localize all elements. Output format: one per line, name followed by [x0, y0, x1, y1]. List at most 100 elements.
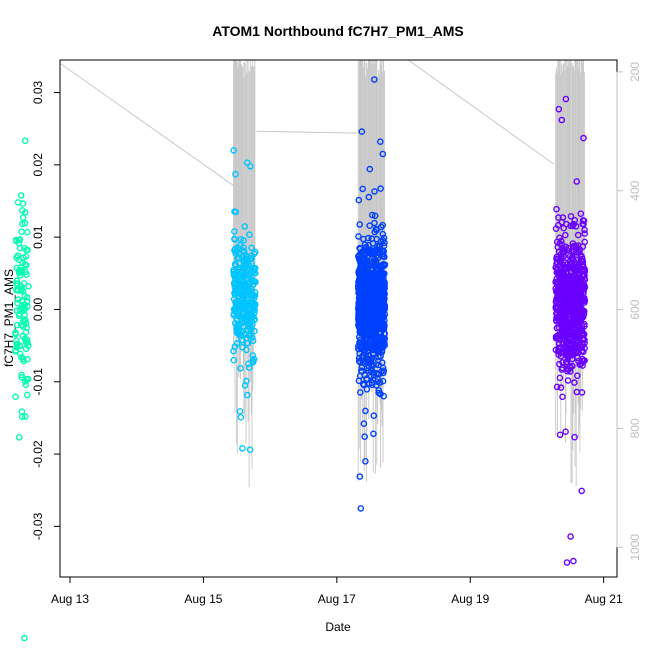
y-axis: -0.03 -0.02 -0.01 0.00 0.01 0.02 0.03 [31, 80, 61, 540]
data-point [562, 95, 570, 103]
data-point [18, 408, 26, 415]
data-point [366, 222, 374, 229]
data-point [563, 358, 571, 366]
data-point [238, 275, 245, 283]
data-point [370, 412, 378, 420]
data-point [369, 300, 377, 308]
data-point [237, 235, 245, 243]
data-point [12, 337, 20, 344]
data-point [19, 287, 27, 295]
data-point [379, 377, 387, 385]
data-point [370, 76, 378, 83]
data-point [363, 274, 371, 281]
data-point [574, 231, 582, 239]
data-point [12, 286, 20, 294]
data-point [572, 273, 579, 280]
y-tick-label: -0.01 [31, 368, 45, 396]
x-tick-label: Aug 15 [184, 592, 222, 606]
data-point [12, 237, 20, 245]
data-point [563, 559, 571, 566]
data-point [23, 228, 31, 236]
y-tick-label: 0.03 [31, 80, 45, 104]
data-point [580, 134, 587, 142]
data-point [377, 329, 385, 337]
data-point [581, 226, 588, 234]
data-point [243, 257, 250, 265]
data-point [580, 307, 588, 315]
plot-frame [59, 59, 618, 578]
data-point [369, 361, 377, 369]
data-point [250, 316, 258, 324]
data-point [16, 350, 24, 358]
data-point [367, 291, 375, 299]
data-point [232, 285, 240, 293]
data-point [381, 317, 388, 324]
altitude-transit-line [407, 60, 554, 165]
data-point [570, 242, 578, 250]
data-point [12, 330, 19, 338]
data-point [243, 159, 251, 166]
data-point [377, 185, 384, 192]
data-point [574, 354, 581, 362]
data-point [362, 243, 370, 251]
data-point [251, 248, 259, 256]
data-point [16, 236, 24, 243]
data-point [355, 233, 362, 240]
data-point [230, 356, 238, 364]
data-point [569, 326, 577, 334]
data-point [380, 260, 387, 268]
flight-series [354, 76, 389, 512]
data-point [355, 357, 363, 365]
data-point [565, 244, 572, 252]
data-point [19, 259, 26, 267]
data-point [581, 268, 589, 276]
data-point [368, 379, 376, 387]
data-point [356, 473, 364, 480]
data-point [379, 150, 387, 158]
data-point [552, 333, 560, 341]
secondary-y-tick-label: 200 [628, 62, 642, 82]
data-point [239, 444, 246, 452]
data-point [357, 505, 365, 512]
secondary-y-tick-label: 400 [628, 180, 642, 200]
data-point [577, 276, 584, 284]
data-point [362, 457, 369, 465]
data-point [245, 272, 253, 279]
data-point [573, 315, 581, 323]
data-point [563, 273, 571, 280]
data-point [361, 324, 368, 332]
data-point [359, 256, 367, 263]
altitude-track [60, 60, 585, 488]
data-point [581, 230, 589, 237]
data-point [18, 228, 25, 235]
data-point [370, 326, 378, 333]
data-point [244, 339, 252, 347]
data-point [568, 302, 576, 310]
data-point [359, 185, 367, 193]
data-point [578, 321, 586, 329]
secondary-y-tick-label: 600 [628, 299, 642, 319]
data-point [21, 413, 29, 420]
data-point [559, 294, 567, 302]
data-point [23, 336, 31, 344]
y-tick-label: -0.02 [31, 440, 45, 468]
data-point [249, 313, 257, 321]
data-point [25, 282, 32, 290]
x-tick-label: Aug 17 [318, 592, 356, 606]
data-point [246, 323, 254, 331]
data-point [577, 210, 585, 217]
data-point [579, 217, 587, 224]
data-point [354, 281, 362, 289]
data-point [358, 128, 366, 135]
data-point [377, 237, 385, 245]
data-point [555, 105, 563, 113]
data-point [364, 303, 372, 311]
data-point [553, 298, 560, 305]
data-point [363, 385, 371, 393]
data-point [362, 358, 370, 366]
data-point [564, 297, 572, 305]
data-point [552, 317, 560, 324]
data-point [379, 221, 387, 229]
flight-series [230, 147, 259, 454]
data-point [564, 345, 572, 353]
